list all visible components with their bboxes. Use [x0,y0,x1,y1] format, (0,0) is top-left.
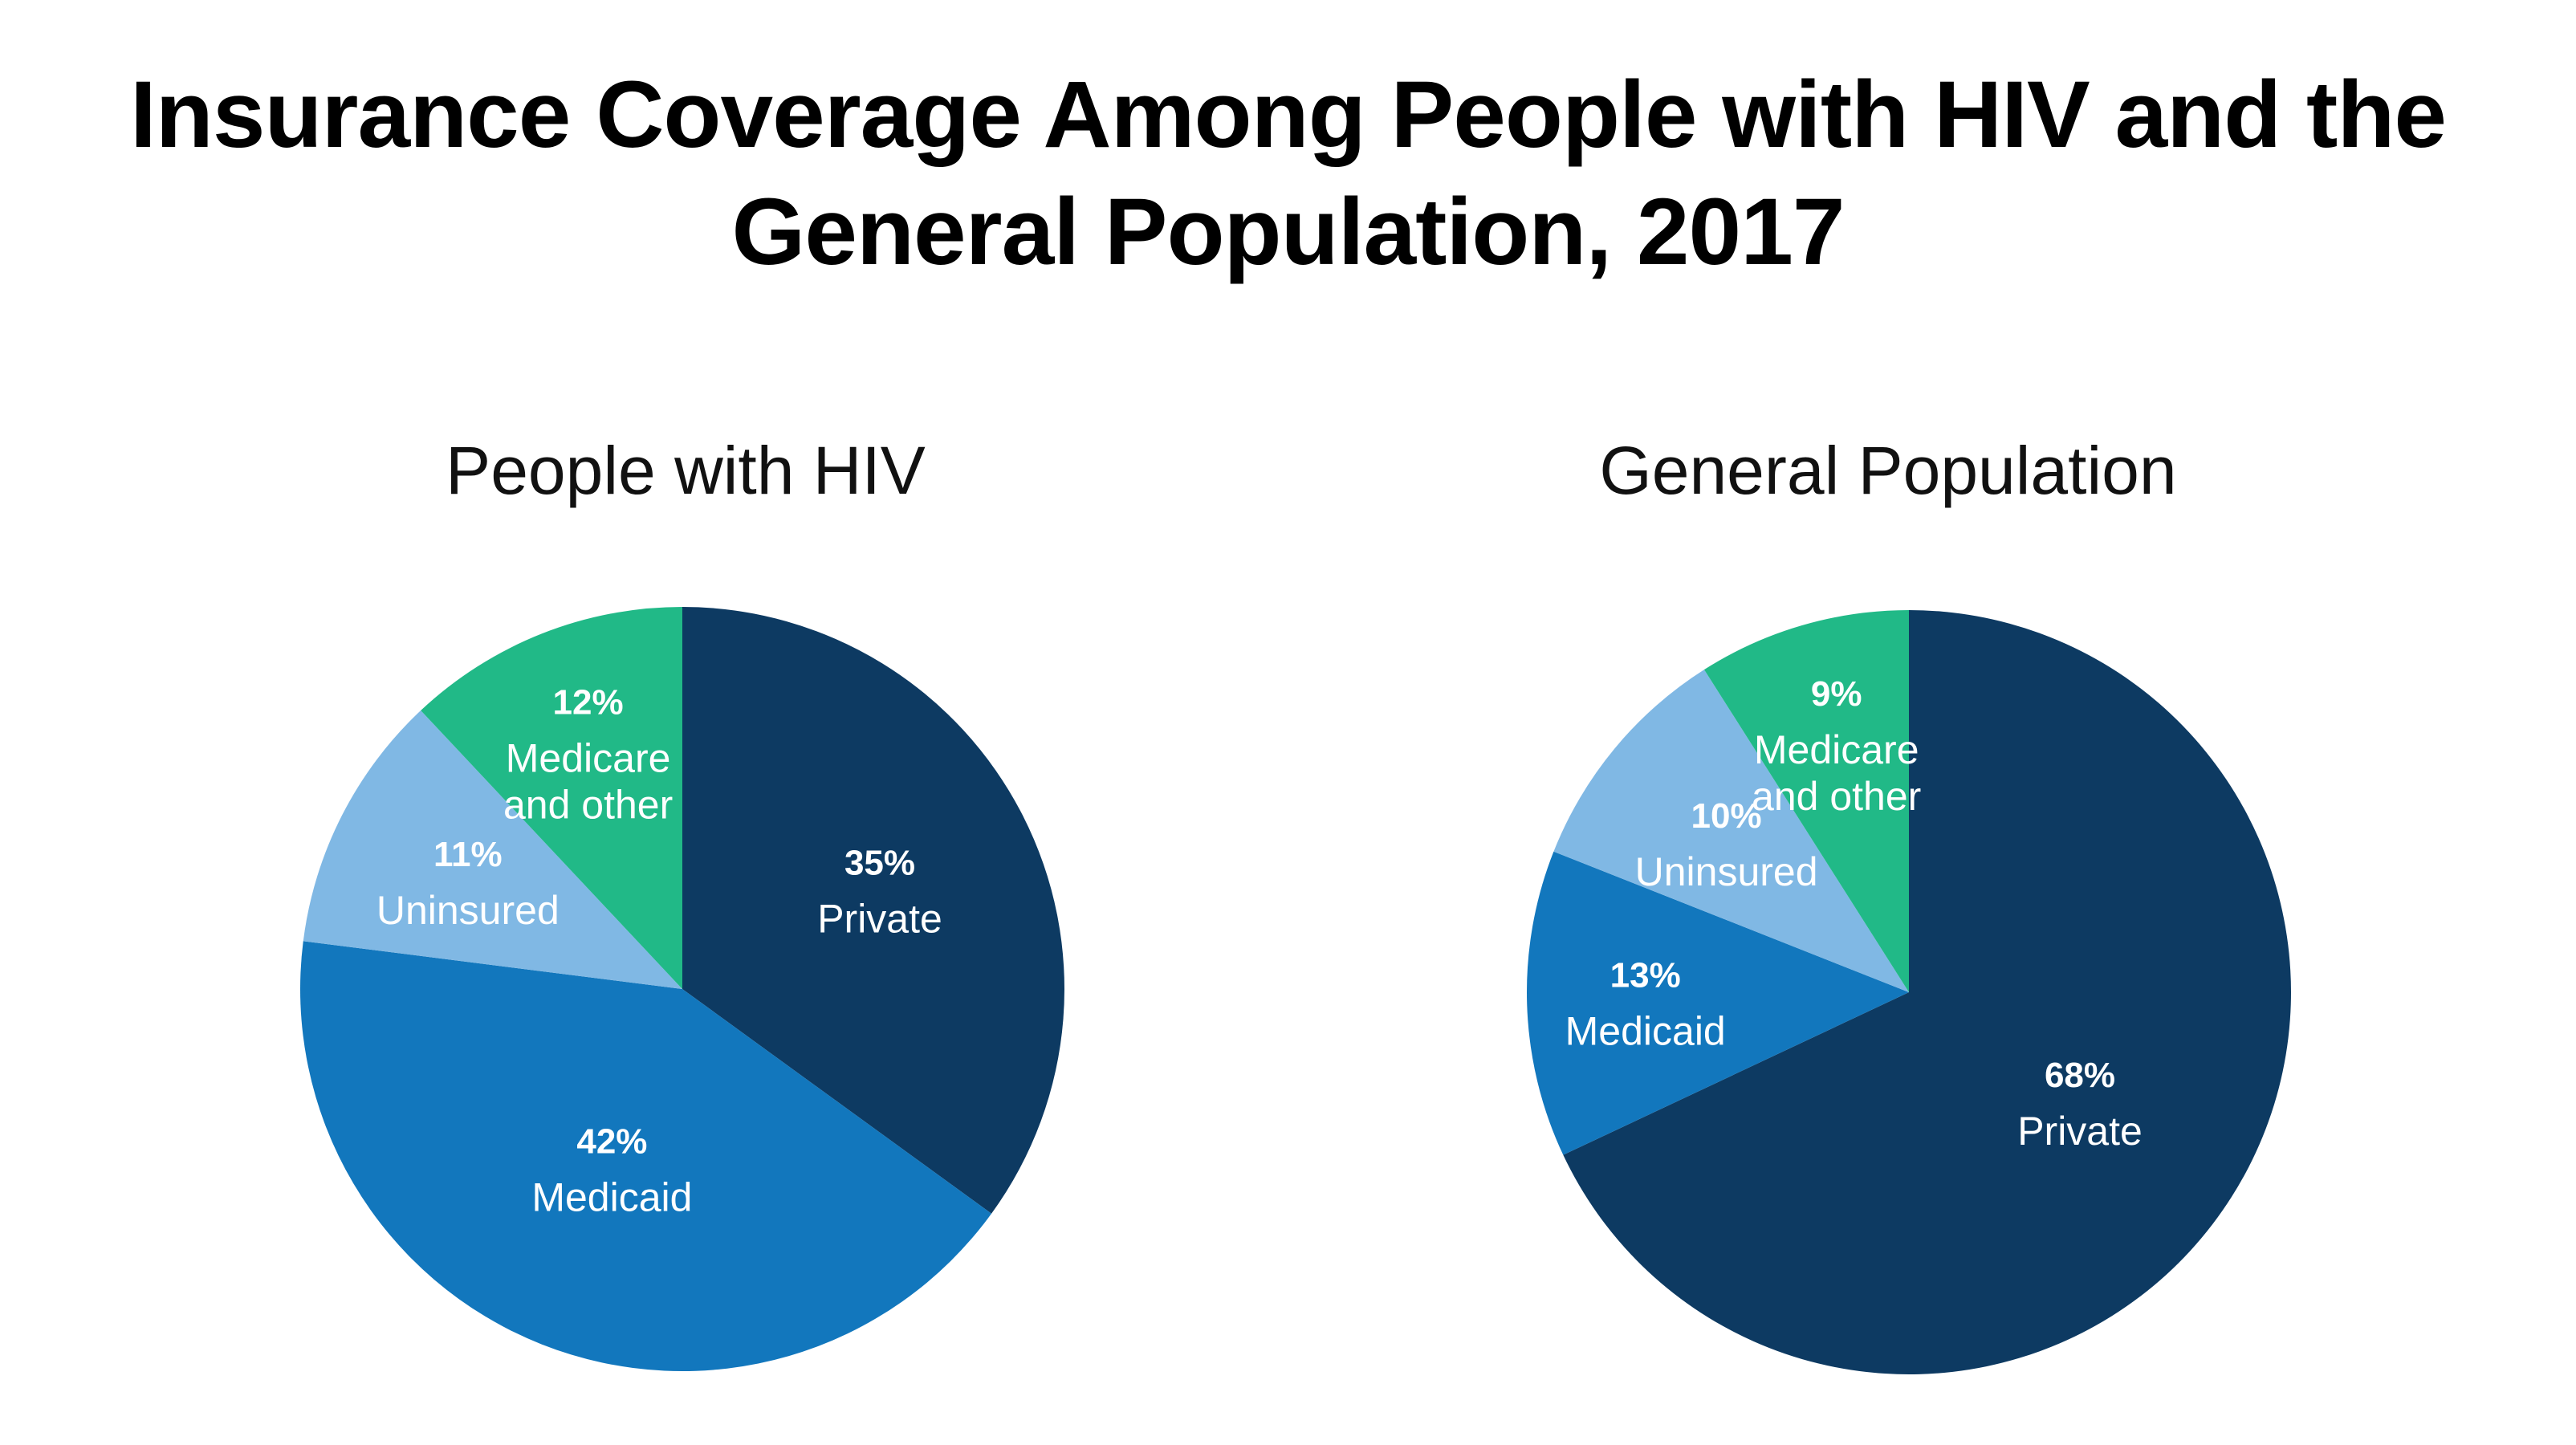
data-label-uninsured-name: Uninsured [1635,849,1818,894]
data-label-medicare-and-other-name: and other [1752,774,1921,819]
data-label-medicare-and-other-name: Medicare [1754,727,1919,772]
data-label-medicare-and-other-name: Medicare [506,736,671,781]
pie-slice-medicare-and-other [421,607,682,989]
data-label-medicare-and-other-pct: 12% [553,683,624,722]
pie-slice-medicaid [1527,851,1909,1155]
data-label-private-pct: 68% [2045,1056,2115,1095]
pie-slice-medicare-and-other [1703,610,1909,992]
data-label-private-pct: 35% [844,844,915,883]
data-label-uninsured-name: Uninsured [376,888,560,933]
data-label-medicaid-name: Medicaid [531,1174,692,1219]
chart-title: Insurance Coverage Among People with HIV… [0,56,2576,291]
pie-slice-uninsured [1553,670,1909,992]
chart-title-line-2: General Population, 2017 [731,179,1846,285]
pie-chart-general-population: General Population 68% Private 13% Medicaid… [1288,0,2575,1445]
data-label-medicare-and-other-pct: 9% [1811,674,1862,714]
data-label-medicaid-pct: 42% [576,1121,647,1161]
data-label-private-name: Private [2017,1109,2143,1154]
data-label-medicaid-pct: 13% [1610,955,1681,995]
pie-slice-uninsured [303,710,682,989]
data-label-medicaid-name: Medicaid [1565,1008,1726,1053]
pie-slice-private [1563,610,2291,1374]
data-label-uninsured-pct: 11% [433,835,503,874]
pie-chart-people-with-hiv: People with HIV 35% Private 42% Medicaid 11%… [299,433,1065,1372]
data-label-medicare-and-other-name: and other [503,783,673,828]
data-label-private-name: Private [817,897,942,942]
pie-svg-people-with-hiv: 35% Private 42% Medicaid 11% Uninsured 12% Medi… [299,607,1065,1372]
chart-title-line-1: Insurance Coverage Among People with HIV… [129,62,2447,168]
pie-title-people-with-hiv: People with HIV [446,433,926,508]
data-label-uninsured-pct: 10% [1691,796,1762,836]
pie-title-general-population: General Population [1599,433,2177,508]
pie-slice-private [682,607,1065,1214]
pie-svg-general-population: 68% Private 13% Medicaid 10% Uninsured 9% Medic… [1527,610,2291,1374]
pie-slice-medicaid [299,941,992,1372]
